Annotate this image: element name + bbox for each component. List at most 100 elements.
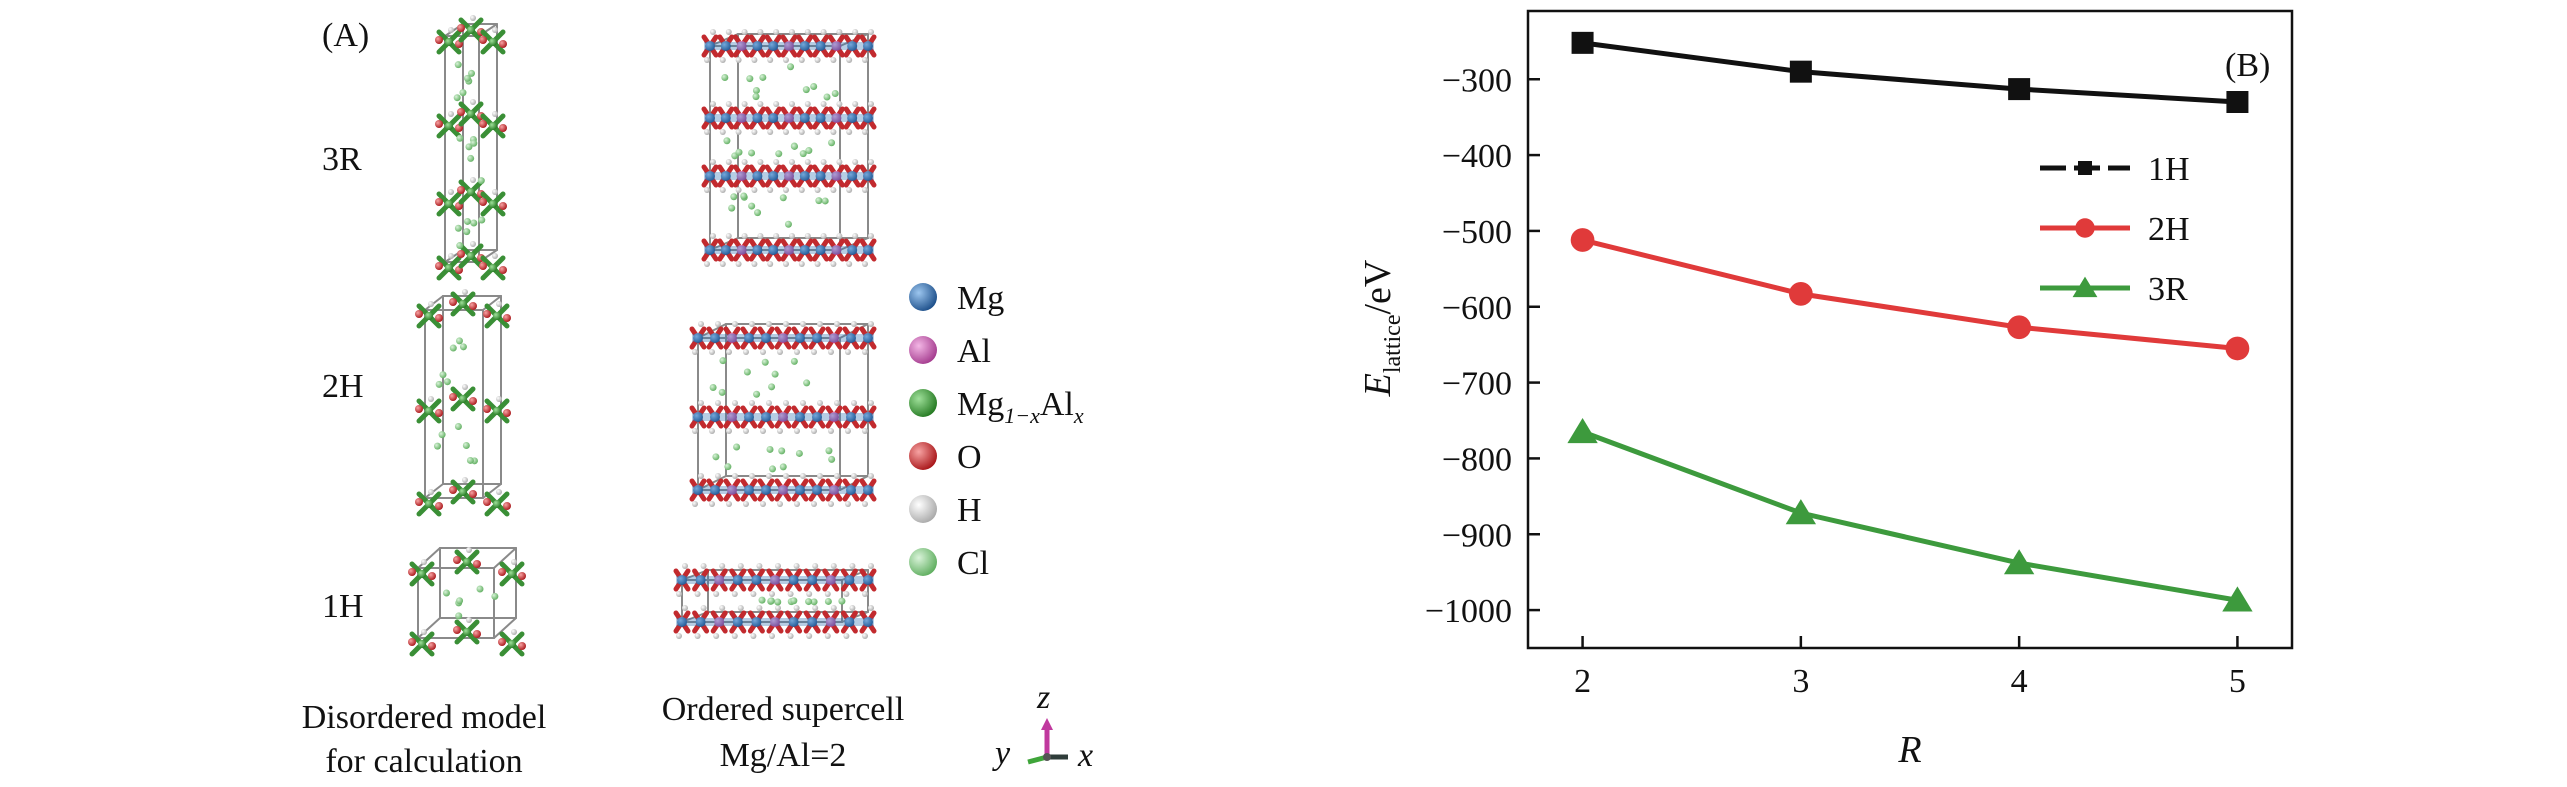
legend-label-h: H <box>957 492 982 529</box>
atom-cl <box>774 598 782 606</box>
atom-mg <box>705 245 715 255</box>
atom-h <box>767 187 774 193</box>
atom-cl <box>748 149 756 157</box>
atom-cl <box>478 216 486 224</box>
atom-h <box>868 473 874 479</box>
atom-o <box>499 266 507 274</box>
row-label-2h: 2H <box>322 368 364 405</box>
atom-o <box>449 486 457 494</box>
atom-cl <box>454 61 462 69</box>
atom-mgal <box>459 395 467 403</box>
atom-h <box>787 591 794 597</box>
atom-h <box>710 233 716 239</box>
atom-cl <box>815 197 823 205</box>
atom-h <box>814 57 821 63</box>
atom-h <box>751 261 758 267</box>
atom-o <box>469 490 477 498</box>
atom-o <box>469 397 477 405</box>
atom-h <box>849 563 856 569</box>
legend-label-3r: 3R <box>2148 271 2188 308</box>
atom-mgal <box>493 500 501 508</box>
legend-mg-sub: 1−x <box>1004 403 1040 428</box>
atom-h <box>846 261 853 267</box>
atom-mg <box>695 575 706 585</box>
data-point-2h <box>2007 315 2032 340</box>
atom-cl <box>795 449 803 457</box>
atom-cl <box>453 94 461 102</box>
atom-cl <box>769 465 777 473</box>
atom-h <box>713 591 720 597</box>
data-point-1h <box>1571 31 1594 54</box>
atom-h <box>783 57 789 63</box>
atom-h <box>726 349 732 355</box>
atom-h <box>751 57 758 63</box>
atom-al <box>831 113 842 123</box>
atom-mgal <box>508 570 516 578</box>
y-tick-label: −600 <box>1442 290 1512 327</box>
atom-cl <box>810 598 818 606</box>
atom-al <box>831 171 842 181</box>
atom-al <box>825 617 836 627</box>
legend-swatch-cl <box>909 548 937 576</box>
atom-mg <box>693 412 703 422</box>
atom-mg <box>799 41 810 51</box>
legend-marker-3r <box>2072 276 2098 298</box>
atom-cl <box>463 217 471 225</box>
atom-h <box>757 101 764 107</box>
atom-h <box>737 563 744 569</box>
atom-h <box>777 428 783 434</box>
atom-cl <box>805 598 813 606</box>
atom-o <box>518 642 526 650</box>
atom-mg <box>847 171 858 181</box>
atom-h <box>773 29 780 35</box>
atom-h <box>862 349 868 355</box>
atom-mg <box>677 575 687 585</box>
atom-al <box>727 485 737 495</box>
atom-h <box>798 261 805 267</box>
panel-a-label: (A) <box>322 17 369 54</box>
atom-h <box>812 605 819 611</box>
atom-h <box>760 428 766 434</box>
atom-h <box>862 633 868 639</box>
atom-o <box>479 36 487 44</box>
atom-h <box>694 591 701 597</box>
atom-h <box>798 129 805 135</box>
atom-h <box>787 633 794 639</box>
atom-h <box>845 428 851 434</box>
atom-h <box>709 428 715 434</box>
atom-h <box>732 473 738 479</box>
atom-cl <box>802 86 810 94</box>
atom-h <box>820 101 827 107</box>
atom-h <box>773 159 780 165</box>
atom-mg <box>761 412 771 422</box>
atom-h <box>470 177 476 183</box>
atom-h <box>448 111 454 117</box>
atom-mg <box>768 113 779 123</box>
atom-h <box>470 241 476 247</box>
atom-h <box>766 321 772 327</box>
atom-h <box>698 400 704 406</box>
atom-cl <box>753 390 761 398</box>
atom-h <box>862 129 868 135</box>
atom-cl <box>719 357 727 365</box>
atom-cl <box>790 142 798 150</box>
atom-h <box>814 129 821 135</box>
atom-h <box>719 129 726 135</box>
atom-cl <box>466 456 474 464</box>
atom-h <box>735 129 742 135</box>
atom-o <box>499 40 507 48</box>
x-tick-label: 4 <box>2011 663 2028 700</box>
data-point-2h <box>2225 336 2250 361</box>
bond <box>493 547 517 569</box>
atom-h <box>496 489 502 495</box>
atom-mg <box>863 113 873 123</box>
bond <box>424 295 444 311</box>
atom-h <box>828 501 834 507</box>
atom-h <box>868 321 874 327</box>
atom-h <box>769 633 775 639</box>
atom-h <box>817 321 823 327</box>
atom-mg <box>732 575 743 585</box>
data-point-3r <box>2003 549 2035 575</box>
atom-cl <box>435 380 443 388</box>
x-tick-label: 2 <box>1574 663 1591 700</box>
